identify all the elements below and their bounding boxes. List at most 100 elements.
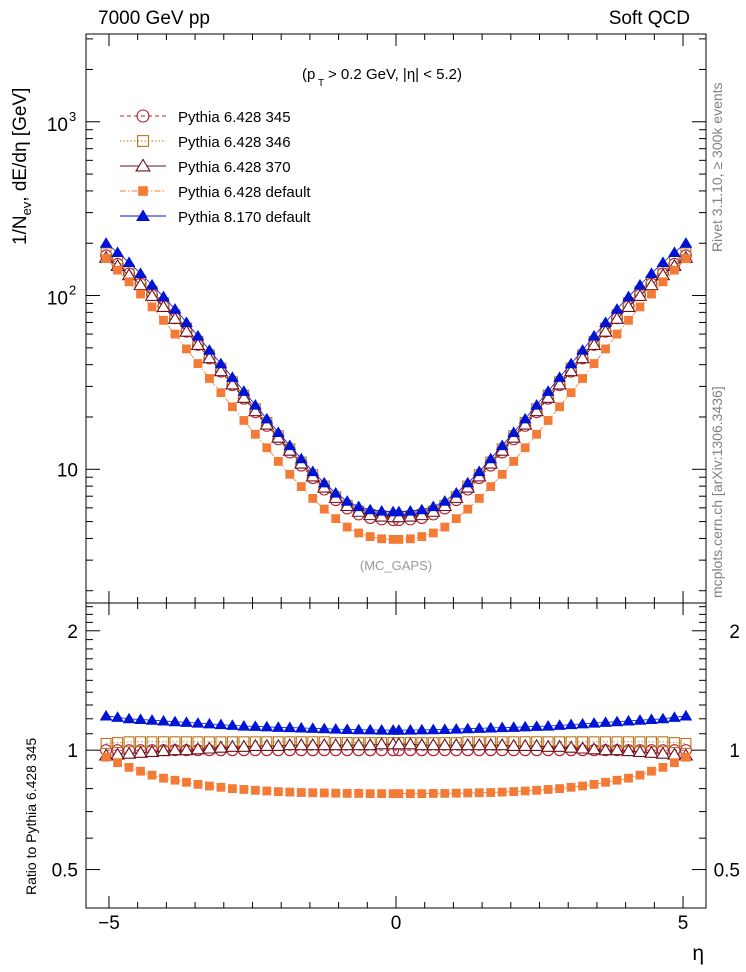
ratio-data-point — [451, 788, 461, 798]
ratio-data-point — [282, 737, 298, 751]
ratio-data-point — [610, 715, 624, 727]
data-point — [610, 303, 624, 314]
ratio-data-point — [403, 737, 418, 750]
ratio-data-point — [497, 787, 507, 797]
legend-label: Pythia 8.170 default — [178, 209, 311, 226]
data-point — [374, 509, 389, 522]
data-point — [403, 509, 418, 522]
data-point — [541, 385, 555, 396]
data-point — [564, 357, 578, 369]
ratio-data-point — [658, 762, 668, 772]
data-point — [157, 290, 170, 302]
data-point — [319, 504, 329, 514]
ratio-data-point — [159, 773, 168, 783]
ratio-data-point — [203, 717, 216, 729]
legend-label: Pythia 6.428 370 — [178, 159, 291, 176]
ratio-data-point — [575, 741, 590, 754]
data-point — [624, 315, 633, 325]
ratio-data-point — [342, 789, 352, 798]
data-point — [283, 439, 297, 451]
ratio-data-point — [250, 785, 260, 795]
ratio-data-point — [540, 739, 556, 752]
data-point — [329, 486, 343, 498]
ratio-data-point — [328, 737, 344, 751]
ratio-data-point — [227, 784, 237, 794]
data-point — [365, 532, 375, 541]
ratio-data-point — [564, 718, 578, 730]
ratio-plot: −5 0 5 0.5 0.5 1 1 2 2 — [52, 602, 740, 934]
data-point — [205, 374, 214, 383]
data-point — [259, 417, 275, 430]
data-point — [271, 426, 285, 437]
data-point — [391, 510, 407, 523]
series-pythia-6-428-370 — [98, 250, 694, 523]
ratio-data-point — [375, 723, 389, 735]
data-point — [133, 277, 148, 291]
ratio-data-point — [259, 738, 275, 752]
series-line — [105, 255, 687, 521]
ratio-data-point — [190, 742, 206, 755]
data-point — [670, 265, 679, 275]
ratio-data-point — [530, 720, 544, 731]
svg-text:1/Nev, dE/dη [GeV]: 1/Nev, dE/dη [GeV] — [10, 88, 34, 245]
ratio-data-point — [495, 721, 509, 733]
data-point — [159, 315, 168, 325]
ratio-data-point — [216, 782, 226, 792]
data-point — [507, 426, 521, 437]
legend-marker — [136, 209, 150, 221]
ratio-data-point — [587, 717, 601, 728]
data-point — [168, 303, 182, 314]
data-point — [451, 514, 461, 524]
data-point — [273, 457, 283, 466]
ratio-data-point — [271, 721, 285, 732]
ratio-data-point — [305, 737, 321, 751]
data-point — [645, 267, 658, 278]
ratio-data-point — [552, 739, 567, 752]
data-point — [179, 324, 194, 337]
data-point — [136, 289, 145, 299]
data-point — [99, 237, 113, 248]
ratio-data-point — [471, 737, 487, 751]
ratio-data-point — [225, 739, 240, 752]
data-point — [428, 528, 438, 538]
data-point — [250, 429, 260, 439]
ratio-data-point — [448, 737, 464, 751]
data-point — [472, 465, 486, 477]
data-point — [679, 237, 693, 248]
ratio-data-point — [440, 789, 450, 798]
data-point — [440, 522, 450, 532]
ratio-series-pythia-8-170-default — [99, 709, 693, 735]
data-point — [388, 534, 398, 544]
data-point — [191, 329, 205, 341]
ratio-data-point — [670, 758, 679, 768]
ratio-data-point — [589, 779, 599, 789]
ratio-data-point — [317, 722, 331, 734]
data-point — [122, 256, 136, 267]
y-tick-label: 1 — [67, 741, 78, 762]
legend-item: Pythia 6.428 370 — [120, 158, 291, 176]
ratio-data-point — [437, 737, 453, 751]
data-point — [236, 390, 252, 403]
y-tick-label: 2 — [67, 622, 78, 643]
ratio-data-point — [226, 719, 239, 730]
data-point — [145, 278, 159, 290]
data-point — [530, 399, 544, 410]
ratio-data-point — [566, 782, 576, 792]
data-point — [658, 277, 668, 287]
ratio-data-point — [609, 743, 625, 756]
series-line — [105, 252, 687, 517]
ratio-data-point — [179, 743, 194, 756]
ratio-data-point — [543, 785, 553, 794]
ratio-data-point — [647, 766, 656, 776]
ratio-data-point — [144, 744, 160, 757]
header-right: Soft QCD — [609, 8, 690, 29]
ratio-data-point — [213, 740, 229, 753]
ratio-data-point — [121, 746, 137, 759]
data-point — [517, 417, 533, 430]
legend-marker — [137, 135, 149, 147]
ratio-data-point — [486, 788, 496, 797]
data-point — [403, 504, 417, 516]
ratio-data-point — [541, 720, 555, 731]
data-point — [156, 299, 171, 312]
ratio-data-point — [202, 741, 217, 754]
